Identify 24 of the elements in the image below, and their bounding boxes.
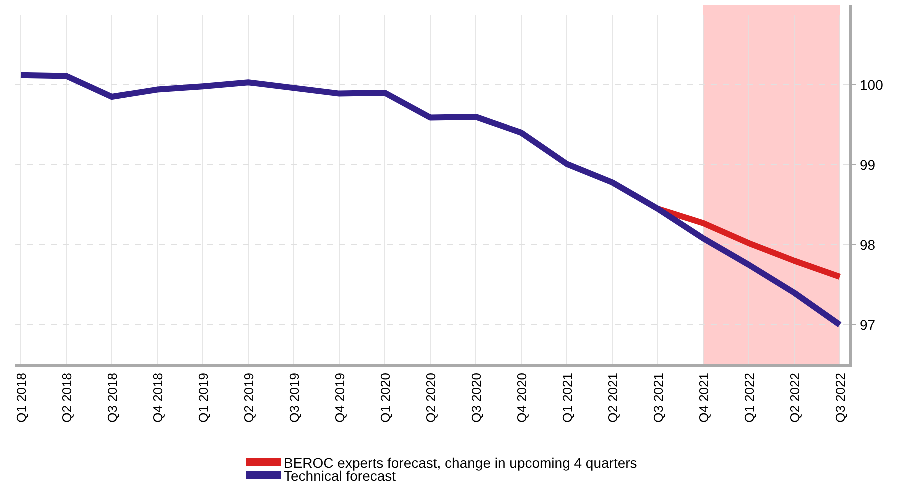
x-tick-label: Q3 2020	[469, 373, 484, 423]
x-tick-label: Q2 2022	[788, 373, 802, 423]
x-tick-label: Q3 2019	[287, 373, 302, 423]
x-tick-label: Q3 2021	[651, 373, 666, 423]
x-tick-label: Q4 2019	[332, 373, 348, 423]
x-tick-label: Q3 2022	[833, 373, 848, 423]
x-tick-label: Q4 2021	[696, 373, 712, 423]
x-tick-label: Q1 2020	[378, 373, 393, 423]
x-tick-label: Q1 2022	[742, 373, 757, 423]
x-tick-label: Q1 2019	[196, 373, 211, 423]
x-tick-label: Q1 2021	[560, 373, 575, 423]
x-tick-label: Q4 2020	[514, 373, 530, 423]
x-tick-label: Q1 2018	[14, 373, 29, 423]
x-tick-label: Q3 2018	[105, 373, 120, 423]
x-tick-label: Q2 2021	[606, 373, 620, 423]
x-tick-label: Q2 2019	[242, 373, 256, 423]
x-tick-label: Q4 2018	[150, 373, 166, 423]
y-tick-label: 100	[860, 76, 884, 93]
y-tick-label: 99	[860, 156, 876, 173]
legend-label: BEROC experts forecast, change in upcoming 4 quarters	[284, 454, 638, 471]
y-tick-label: 97	[860, 316, 876, 333]
x-tick-label: Q2 2018	[60, 373, 74, 423]
x-tick-label: Q2 2020	[424, 373, 438, 423]
y-tick-label: 98	[860, 236, 876, 253]
